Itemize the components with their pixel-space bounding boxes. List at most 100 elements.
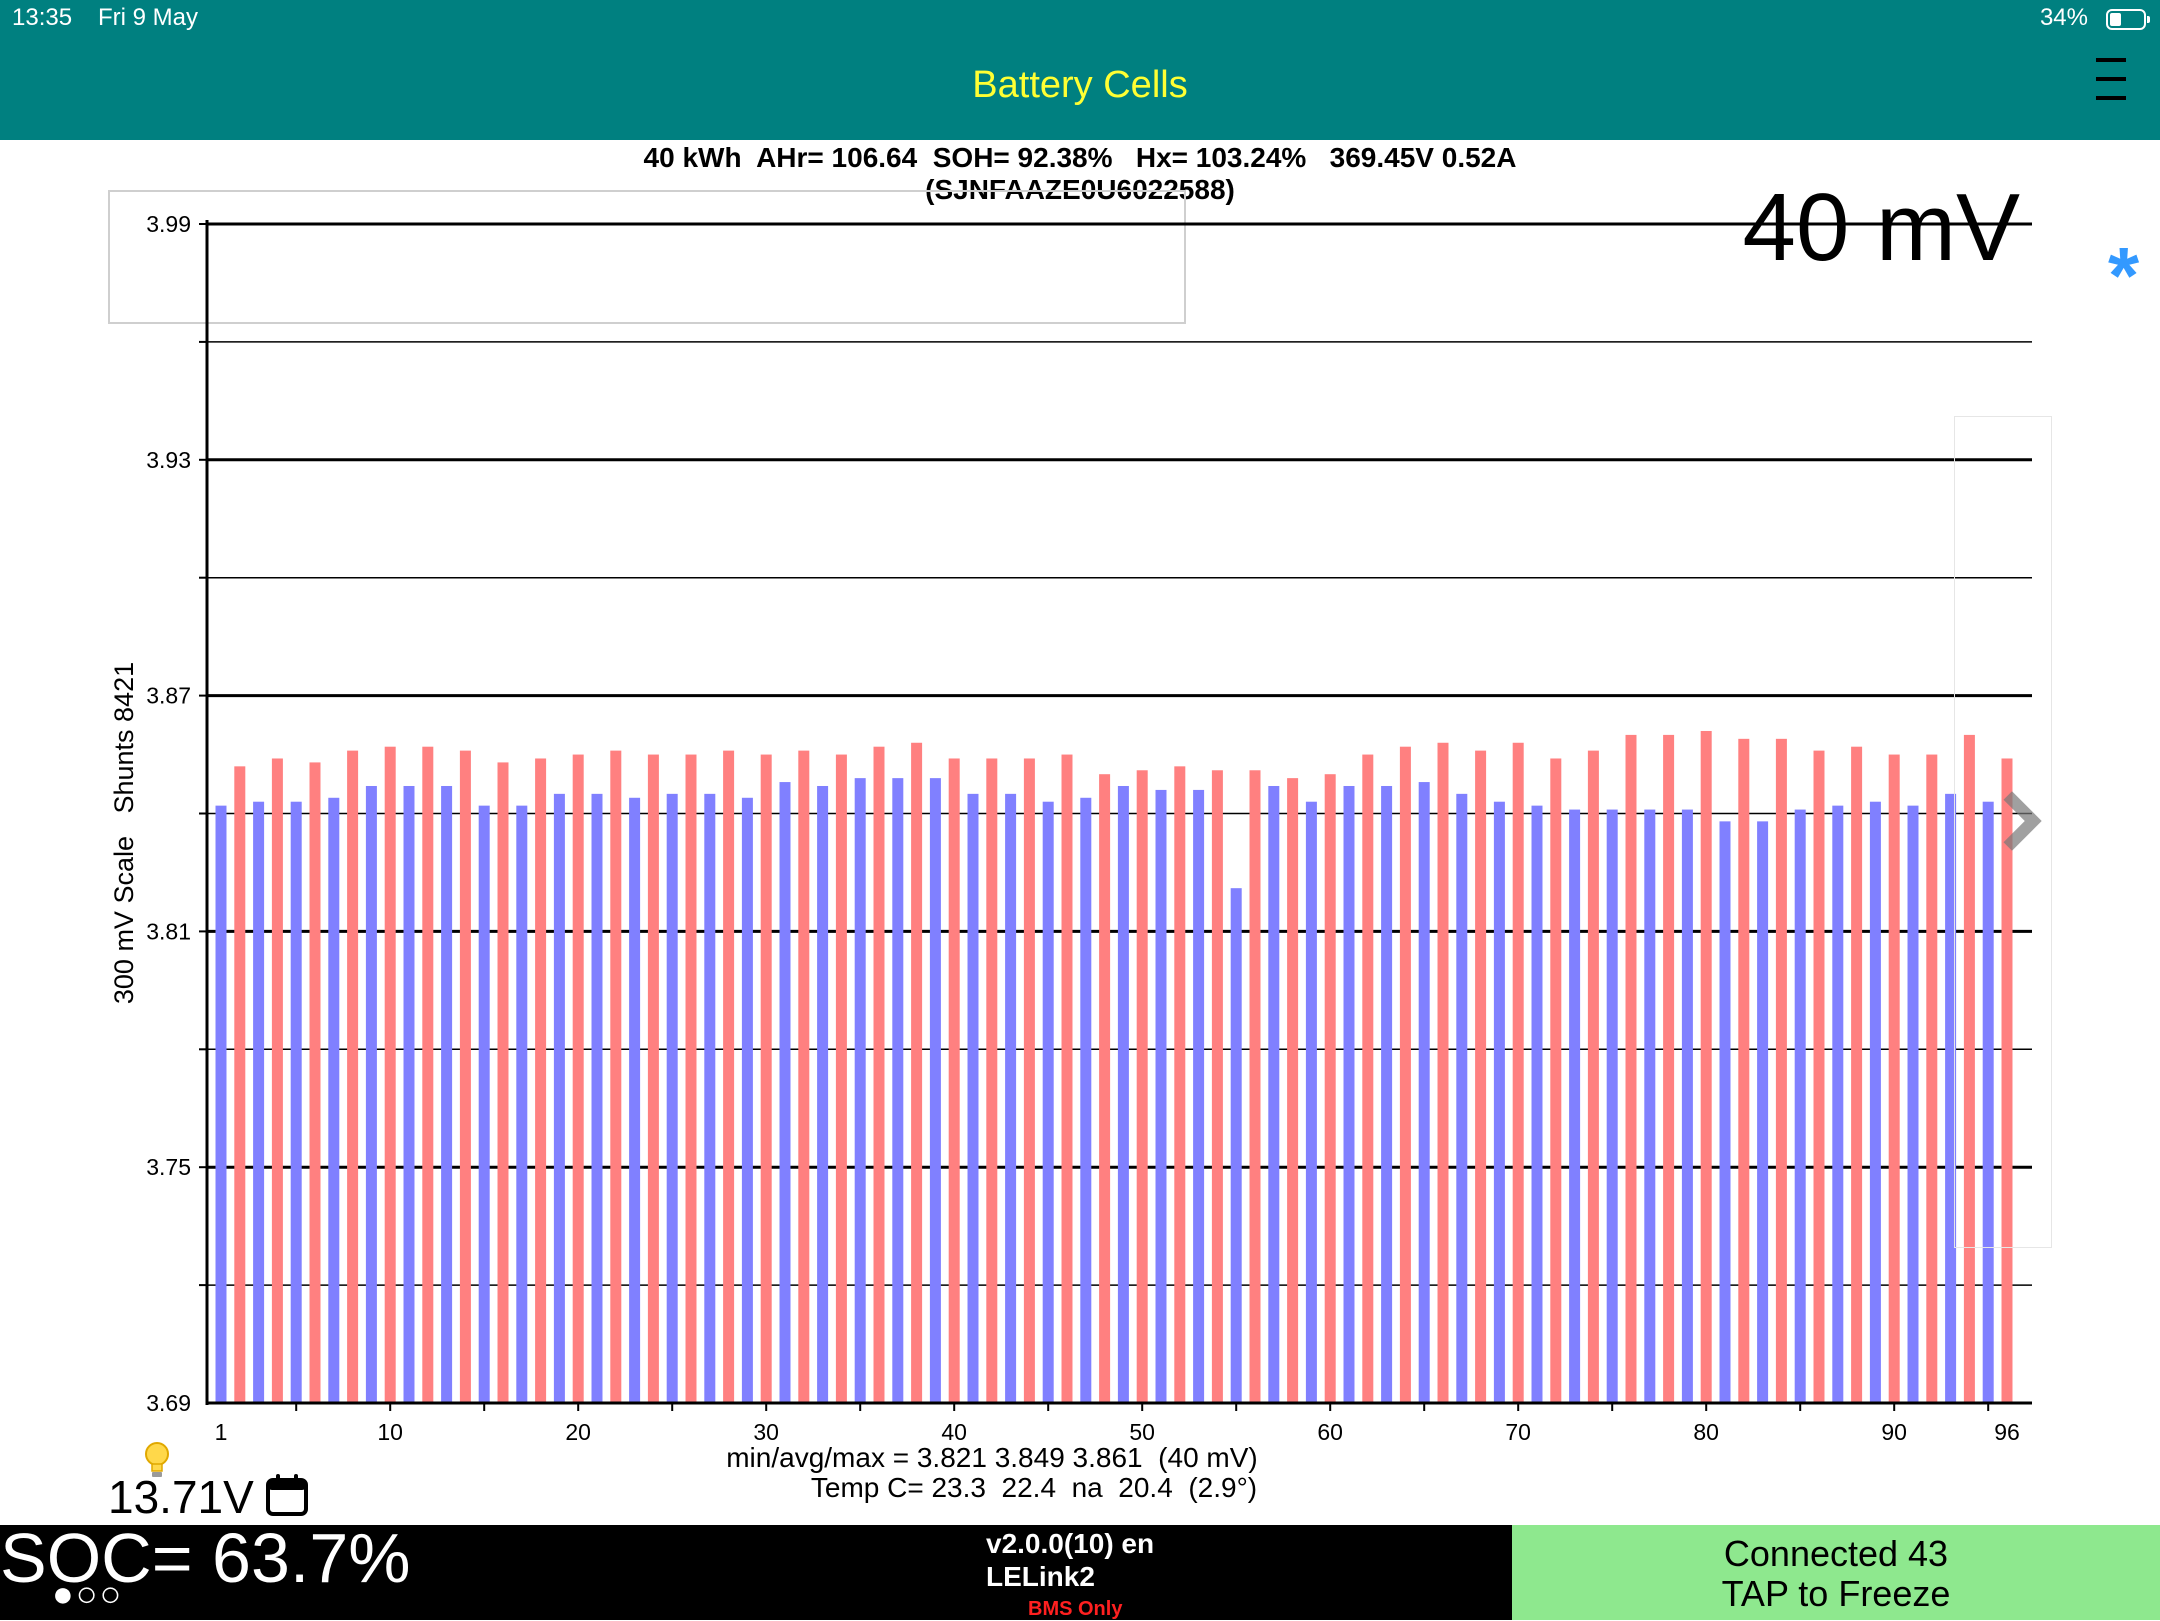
x-tick-label: 70 <box>1505 1419 1531 1445</box>
freeze-button[interactable]: Connected 43 TAP to Freeze <box>1512 1525 2160 1620</box>
cell-bar <box>1569 809 1581 1403</box>
scale-label[interactable]: 40 mV <box>1742 174 2020 281</box>
cell-bar <box>1963 734 1975 1403</box>
chevron-right-icon <box>1982 791 2042 851</box>
cell-bar <box>1700 730 1712 1403</box>
x-tick-label: 80 <box>1693 1419 1719 1445</box>
cell-bar <box>459 750 471 1403</box>
cell-bar <box>403 785 415 1403</box>
y-tick-label: 3.81 <box>146 918 191 944</box>
app-version: v2.0.0(10) en <box>986 1528 1155 1559</box>
cell-bar <box>441 785 453 1403</box>
x-tick-label: 96 <box>1994 1419 2020 1445</box>
cell-bar <box>290 801 302 1403</box>
cell-bar <box>1418 782 1430 1403</box>
top-bar: 13:35 Fri 9 May 34% Battery Cells <box>0 0 2160 140</box>
status-battery-percent: 34% <box>2039 4 2088 31</box>
cell-bar <box>873 746 885 1403</box>
cell-bar <box>535 758 547 1403</box>
overlay-box <box>108 190 1186 324</box>
cell-bar <box>1775 738 1787 1403</box>
cell-bar <box>478 805 490 1403</box>
next-page-button[interactable] <box>1954 416 2052 1248</box>
y-axis-label: 300 mV Scale Shunts 8421 <box>109 662 139 1004</box>
cell-bar <box>1249 770 1261 1403</box>
x-tick-label: 20 <box>565 1419 591 1445</box>
cell-bar <box>1907 805 1919 1403</box>
cell-bar <box>1869 801 1881 1403</box>
page-indicator[interactable]: ●○○ <box>52 1573 124 1614</box>
cell-bar <box>1606 809 1618 1403</box>
cell-bar <box>666 793 678 1403</box>
cell-bar <box>835 754 847 1403</box>
cell-bar <box>1399 746 1411 1403</box>
bms-mode-label: BMS Only <box>1028 1598 1123 1620</box>
cell-bar <box>1155 789 1167 1403</box>
cell-bar <box>911 742 923 1403</box>
y-tick-label: 3.75 <box>146 1154 191 1180</box>
cell-bar <box>704 793 716 1403</box>
cell-bar <box>647 754 659 1403</box>
cell-bar <box>1042 801 1054 1403</box>
cell-bar <box>215 805 227 1403</box>
vehicle-vin: (SJNFAAZE0U6022588) <box>925 174 1235 205</box>
cell-bar <box>1437 742 1449 1403</box>
aux-battery-voltage: 13.71V <box>108 1471 254 1523</box>
cell-bar <box>1211 770 1223 1403</box>
cell-bar <box>610 750 622 1403</box>
cell-bar <box>591 793 603 1403</box>
status-time: 13:35 <box>12 4 73 31</box>
cell-voltage-chart[interactable]: 3.99 3.93 3.87 3.81 3.75 3.69 1 10 20 30 40 50 60 70 8… <box>0 0 2160 1520</box>
bluetooth-asterisk-icon[interactable]: * <box>2108 231 2140 320</box>
cell-bar <box>741 797 753 1403</box>
cell-bar <box>760 754 772 1403</box>
cell-bar <box>1832 805 1844 1403</box>
cell-bar <box>1117 785 1129 1403</box>
hamburger-menu-icon[interactable] <box>2092 56 2130 102</box>
soc-readout: SOC= 63.7% <box>0 1519 411 1597</box>
cell-bar <box>1381 785 1393 1403</box>
cell-bar <box>1061 754 1073 1403</box>
x-tick-label: 90 <box>1881 1419 1907 1445</box>
cell-bar <box>1268 785 1280 1403</box>
cell-bar <box>854 778 866 1403</box>
cell-bar <box>1324 774 1336 1403</box>
x-tick-label: 30 <box>753 1419 779 1445</box>
cell-bar <box>2001 758 2013 1403</box>
battery-fill <box>2110 13 2121 26</box>
cell-bar <box>1888 754 1900 1403</box>
x-tick-label: 10 <box>377 1419 403 1445</box>
cell-bar <box>309 762 321 1403</box>
cell-bar <box>685 754 697 1403</box>
lightbulb-icon <box>145 1442 169 1477</box>
cell-bar <box>234 766 246 1403</box>
cell-bar <box>1136 770 1148 1403</box>
cell-bar <box>986 758 998 1403</box>
cell-bar <box>1023 758 1035 1403</box>
cell-bar <box>572 754 584 1403</box>
cell-bar <box>1719 821 1731 1403</box>
cell-bar <box>1174 766 1186 1403</box>
cell-bar <box>1343 785 1355 1403</box>
cell-bar <box>1550 758 1562 1403</box>
cell-bar <box>1005 793 1017 1403</box>
cell-bar <box>1738 738 1750 1403</box>
x-tick-label: 60 <box>1317 1419 1343 1445</box>
cell-bar <box>422 746 434 1403</box>
cell-bar <box>1926 754 1938 1403</box>
cell-bar <box>1644 809 1656 1403</box>
cell-bar <box>1757 821 1769 1403</box>
cell-bar <box>384 746 396 1403</box>
cell-bar <box>1099 774 1111 1403</box>
cell-bar <box>1287 778 1299 1403</box>
cell-bar <box>723 750 735 1403</box>
cell-bar <box>629 797 641 1403</box>
cell-bar <box>929 778 941 1403</box>
cell-bar <box>1305 801 1317 1403</box>
cell-bar <box>798 750 810 1403</box>
x-tick-label: 1 <box>215 1419 228 1445</box>
calendar-icon[interactable] <box>265 1473 309 1517</box>
cell-bar <box>817 785 829 1403</box>
cell-bar <box>948 758 960 1403</box>
cell-min-avg-max: min/avg/max = 3.821 3.849 3.861 (40 mV) <box>726 1442 1258 1473</box>
